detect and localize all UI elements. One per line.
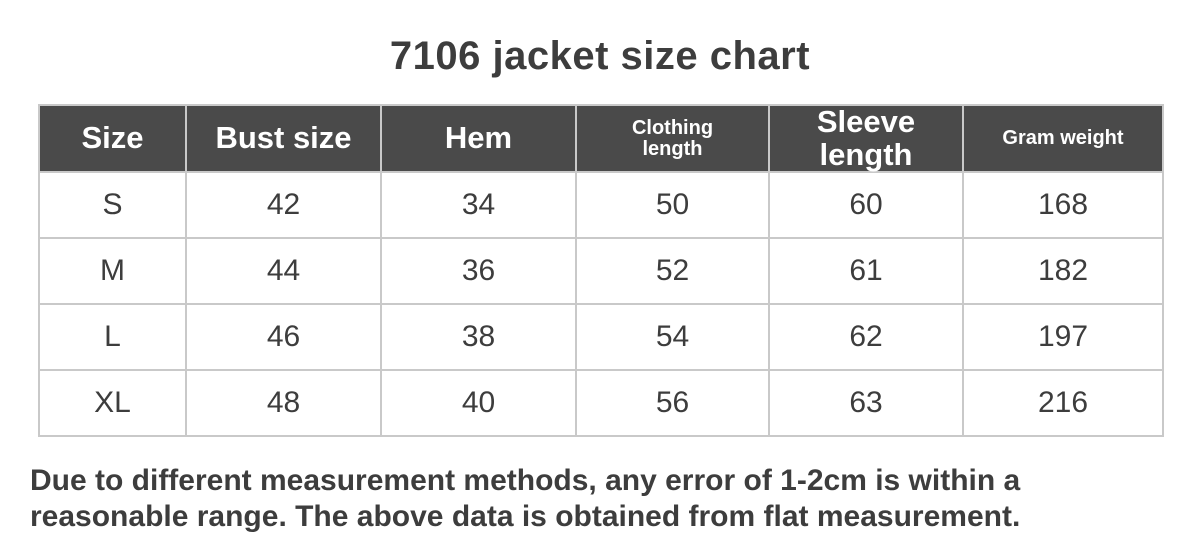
- column-header: Hem: [380, 103, 577, 174]
- disclaimer-line-2: reasonable range. The above data is obta…: [30, 500, 1021, 534]
- measurement-cell: 38: [380, 303, 577, 372]
- measurement-cell: 52: [575, 237, 770, 306]
- measurement-cell: 44: [185, 237, 382, 306]
- table-row: S 42 34 50 60 168: [38, 171, 1164, 240]
- table-row: XL 48 40 56 63 216: [38, 369, 1164, 438]
- size-cell: XL: [38, 369, 187, 438]
- measurement-cell: 34: [380, 171, 577, 240]
- page-title: 7106 jacket size chart: [389, 34, 811, 78]
- measurement-cell: 63: [768, 369, 964, 438]
- measurement-cell: 182: [962, 237, 1164, 306]
- measurement-cell: 40: [380, 369, 577, 438]
- column-header: Bust size: [185, 103, 382, 174]
- measurement-cell: 60: [768, 171, 964, 240]
- measurement-cell: 48: [185, 369, 382, 438]
- measurement-cell: 197: [962, 303, 1164, 372]
- measurement-cell: 50: [575, 171, 770, 240]
- measurement-cell: 168: [962, 171, 1164, 240]
- column-header: Size: [38, 103, 187, 174]
- column-header: Clothing length: [575, 103, 770, 174]
- disclaimer-line-1: Due to different measurement methods, an…: [30, 464, 1021, 498]
- measurement-cell: 42: [185, 171, 382, 240]
- measurement-cell: 61: [768, 237, 964, 306]
- measurement-cell: 36: [380, 237, 577, 306]
- measurement-cell: 46: [185, 303, 382, 372]
- column-header: Sleeve length: [768, 103, 964, 174]
- size-chart-table: Size Bust size Hem Clothing length Sleeve le…: [38, 103, 1164, 438]
- table-body: S 42 34 50 60 168 M 44 36 52 61 182 L 46 38 54 62 197 XL 48…: [38, 171, 1164, 438]
- measurement-cell: 216: [962, 369, 1164, 438]
- table-row: L 46 38 54 62 197: [38, 303, 1164, 372]
- size-chart-page: 7106 jacket size chart Size Bust size Hem C…: [0, 34, 1200, 549]
- measurement-cell: 56: [575, 369, 770, 438]
- measurement-cell: 62: [768, 303, 964, 372]
- size-cell: L: [38, 303, 187, 372]
- column-header: Gram weight: [962, 103, 1164, 174]
- measurement-disclaimer: Due to different measurement methods, an…: [30, 463, 1180, 535]
- size-cell: S: [38, 171, 187, 240]
- table-header-row: Size Bust size Hem Clothing length Sleeve le…: [38, 103, 1164, 174]
- measurement-cell: 54: [575, 303, 770, 372]
- size-cell: M: [38, 237, 187, 306]
- table-row: M 44 36 52 61 182: [38, 237, 1164, 306]
